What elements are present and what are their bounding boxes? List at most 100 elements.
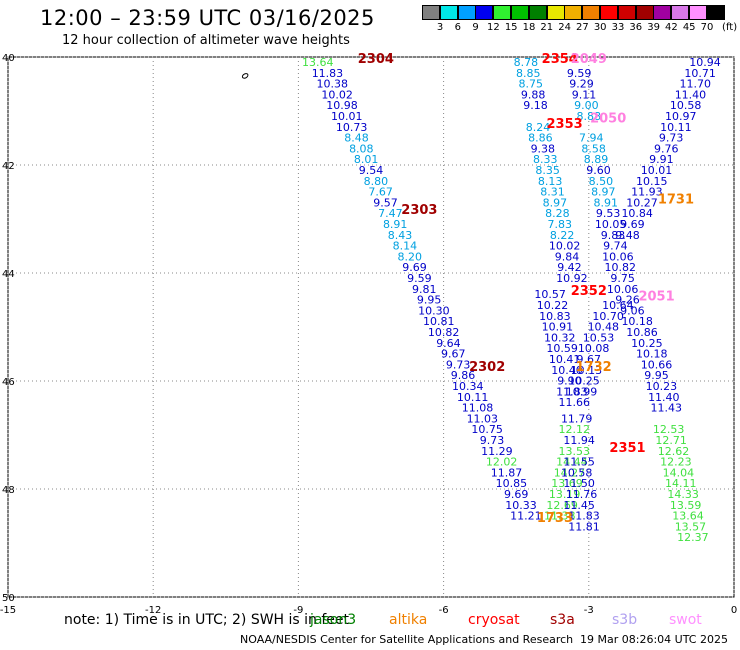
wave-height-value: 8.89 [584,153,609,166]
wave-height-value: 9.81 [412,283,437,296]
wave-height-value: 9.83 [601,229,626,242]
wave-height-value: 9.26 [615,294,640,307]
wave-height-value: 9.67 [577,353,602,366]
wave-height-value: 11.55 [563,456,595,469]
map-frame [7,56,735,598]
wave-height-value: 10.06 [607,283,639,296]
coastline-marker [241,73,249,79]
x-tick-label: 0 [731,605,737,616]
track-time-label: 2302 [469,360,505,375]
wave-height-value: 9.88 [521,88,546,101]
wave-height-value: 8.85 [516,67,541,80]
wave-height-value: 10.58 [670,99,702,112]
wave-height-value: 10.75 [471,423,503,436]
wave-height-value: 9.11 [572,88,597,101]
wave-height-value: 13.64 [302,56,334,69]
wave-height-value: 10.41 [549,353,581,366]
wave-height-value: 9.59 [567,67,592,80]
wave-height-value: 9.48 [615,229,640,242]
wave-height-value: 9.42 [557,261,582,274]
page-title: 12:00 – 23:59 UTC 03/16/2025 [40,6,375,30]
wave-height-value: 8.22 [550,229,575,242]
wave-height-value: 9.53 [596,207,621,220]
wave-height-value: 10.48 [588,321,620,334]
wave-height-value: 8.43 [388,229,413,242]
y-tick-label: 48 [2,485,15,496]
wave-height-value: 8.88 [577,110,602,123]
satellite-s3a-label: s3a [550,612,575,628]
y-tick-label: 44 [2,269,15,280]
wave-height-value: 14.44 [556,456,588,469]
wave-height-value: 10.15 [636,175,668,188]
legend-tick-label: 33 [611,22,625,33]
wave-height-value: 9.95 [417,294,442,307]
legend-tick-label: 15 [504,22,518,33]
wave-height-value: 8.35 [535,164,560,177]
wave-height-value: 8.58 [581,142,606,155]
y-tick-label: 42 [2,161,15,172]
wave-height-value: 10.66 [641,358,673,371]
x-tick-label: -3 [584,605,594,616]
legend-tick-label: 3 [436,22,444,33]
satellite-cryosat-label: cryosat [468,612,520,628]
wave-height-value: 9.59 [407,272,432,285]
wave-height-value: 9.90 [557,375,582,388]
wave-height-value: 11.87 [491,466,523,479]
x-tick-label: -9 [293,605,303,616]
wave-height-value: 10.06 [602,250,634,263]
wave-height-value: 11.94 [563,434,595,447]
wave-height-value: 11.83 [556,385,588,398]
legend-swatch [582,5,601,20]
wave-height-value: 11.50 [563,477,595,490]
wave-height-value: 10.85 [496,477,528,490]
wave-height-value: 14.11 [665,477,697,490]
legend-tick-label: 45 [682,22,696,33]
wave-height-value: 11.38 [544,510,576,523]
wave-height-value: 9.06 [620,304,645,317]
wave-height-value: 10.70 [592,310,624,323]
wave-height-value: 10.27 [626,196,658,209]
wave-height-value: 10.13 [571,364,603,377]
wave-height-value: 10.22 [537,299,569,312]
legend-swatch [600,5,618,20]
wave-height-value: 8.24 [526,121,551,134]
wave-height-value: 13.64 [672,510,704,523]
wave-height-value: 9.69 [402,261,427,274]
wave-height-value: 10.08 [578,342,610,355]
wave-height-value: 10.25 [568,375,600,388]
wave-height-value: 11.76 [566,488,598,501]
wave-height-value: 8.50 [589,175,614,188]
wave-height-value: 11.93 [631,186,663,199]
x-tick-label: -6 [439,605,449,616]
wave-height-value: 9.67 [441,348,466,361]
page-subtitle: 12 hour collection of altimeter wave hei… [62,33,350,48]
wave-height-value: 11.29 [481,445,513,458]
legend-swatch [422,5,440,20]
legend-tick-label: 12 [487,22,500,33]
legend-swatch [439,5,458,20]
legend-tick-label: 30 [593,22,607,33]
wave-height-value: 10.32 [544,331,576,344]
wave-height-value: 12.53 [653,423,685,436]
wave-height-value: 11.21 [510,510,542,523]
wave-height-value: 10.57 [534,288,566,301]
wave-height-value: 9.60 [586,164,611,177]
wave-height-value: 11.66 [559,396,591,409]
wave-height-value: 10.99 [566,385,598,398]
wave-height-value: 10.98 [326,99,358,112]
legend-swatch [617,5,636,20]
wave-height-value: 10.82 [428,326,460,339]
footnote: note: 1) Time is in UTC; 2) SWH is in fe… [64,612,350,628]
wave-height-value: 9.73 [659,132,684,145]
wave-height-value: 14.04 [663,466,695,479]
wave-height-value: 10.91 [542,321,574,334]
wave-height-value: 11.40 [648,391,680,404]
wave-height-value: 8.97 [591,186,616,199]
wave-height-value: 10.58 [561,466,593,479]
wave-height-value: 10.02 [549,240,581,253]
wave-height-value: 10.11 [660,121,692,134]
track-time-label: 1731 [658,192,694,207]
wave-height-value: 10.33 [505,499,537,512]
wave-height-value: 10.30 [418,304,450,317]
